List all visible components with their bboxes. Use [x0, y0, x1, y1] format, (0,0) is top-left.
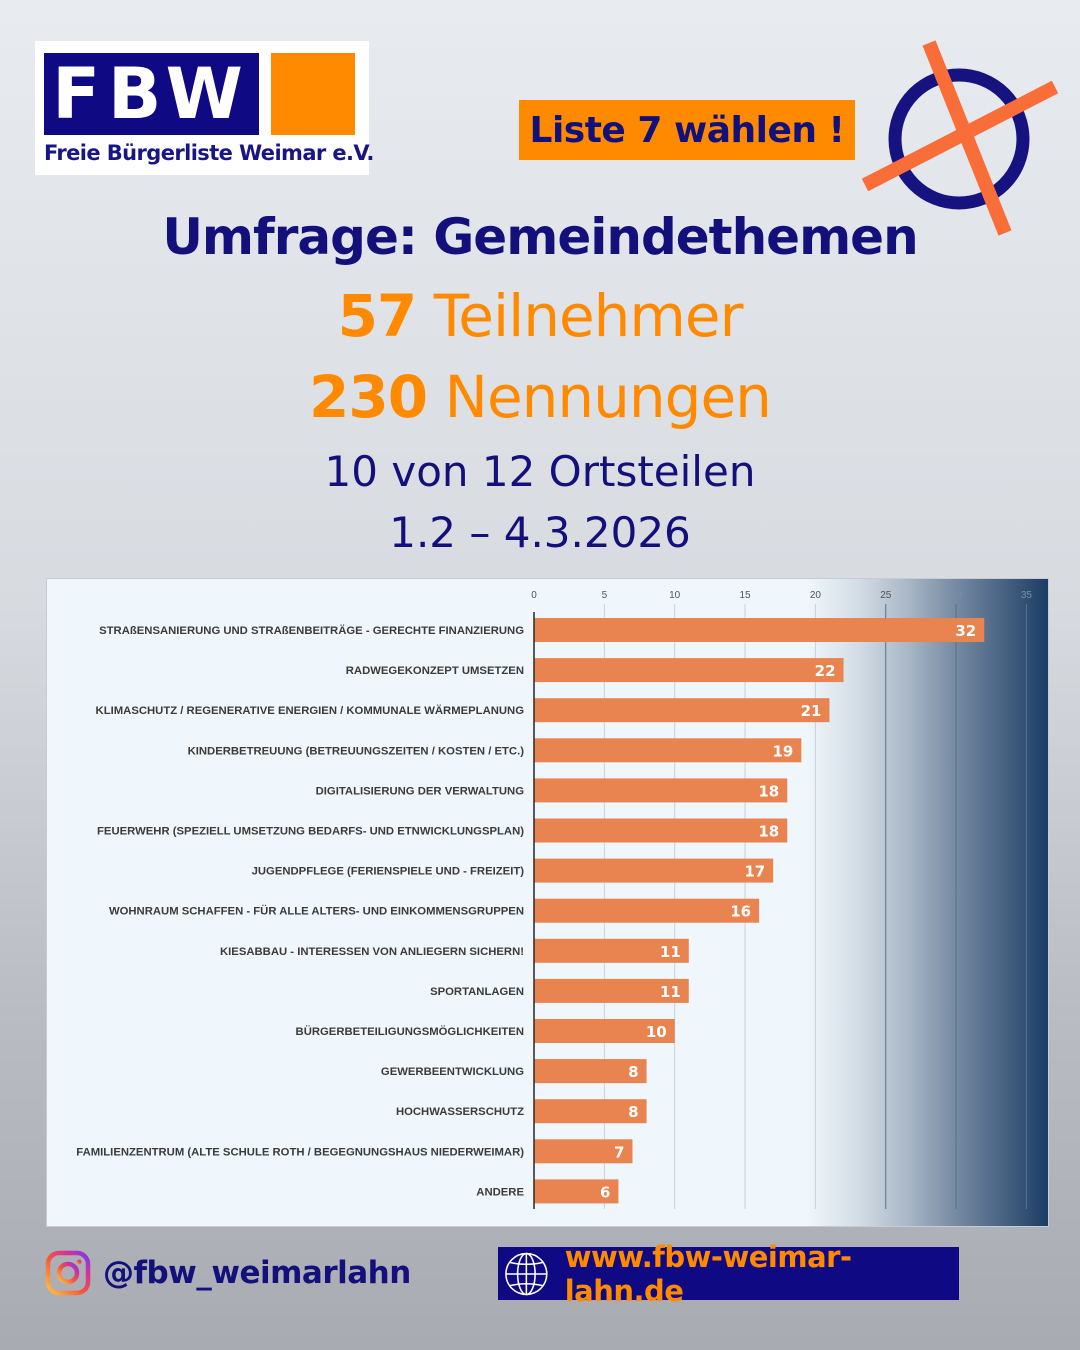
- bar: [534, 778, 788, 803]
- survey-title: Umfrage: Gemeindethemen: [162, 208, 918, 266]
- category-label: FEUERWEHR (SPEZIELL UMSETZUNG BEDARFS- U…: [97, 826, 524, 838]
- category-label: HOCHWASSERSCHUTZ: [396, 1106, 524, 1118]
- x-tick-label: 30: [951, 590, 963, 601]
- bar-chart-svg: 0 5 10 15 20 25 30 35 32 STRAßENSANIERUNG UND STR…: [76, 590, 1033, 1209]
- x-tick-label: 35: [1021, 590, 1033, 601]
- mentions-number: 230: [309, 363, 428, 431]
- category-label: GEWERBEENTWICKLUNG: [381, 1066, 524, 1078]
- x-tick-label: 25: [880, 590, 892, 601]
- x-tick-label: 0: [531, 590, 537, 601]
- instagram-handle[interactable]: @fbw_weimarlahn: [103, 1255, 411, 1291]
- bar: [534, 938, 689, 963]
- mentions-label: Nennungen: [427, 363, 772, 431]
- category-label: BÜRGERBETEILIGUNGSMÖGLICHKEITEN: [296, 1025, 524, 1038]
- logo-orange-square: [271, 53, 355, 135]
- bar-chart: 0 5 10 15 20 25 30 35 32 STRAßENSANIERUNG UND STR…: [46, 578, 1049, 1227]
- bar-value-label: 18: [758, 823, 779, 841]
- bar-value-label: 10: [646, 1023, 667, 1041]
- category-label: KINDERBETREUUNG (BETREUUNGSZEITEN / KOST…: [188, 745, 525, 757]
- bar-value-label: 16: [730, 903, 751, 921]
- bar: [534, 898, 760, 923]
- category-label: KLIMASCHUTZ / REGENERATIVE ENERGIEN / KO…: [96, 704, 525, 717]
- bar-value-label: 8: [628, 1063, 638, 1081]
- website-url[interactable]: www.fbw-weimar-lahn.de: [564, 1239, 852, 1308]
- bar-value-label: 6: [600, 1183, 610, 1201]
- bar: [534, 1059, 647, 1084]
- x-tick-label: 5: [602, 590, 608, 601]
- category-label: DIGITALISIERUNG DER VERWALTUNG: [316, 785, 525, 797]
- vote-list-7-banner: Liste 7 wählen !: [519, 100, 855, 160]
- bar-value-label: 18: [758, 782, 779, 800]
- mentions-line: 230 Nennungen: [0, 363, 1080, 431]
- category-label: JUGENDPFLEGE (FERIENSPIELE UND - FREIZEI…: [252, 866, 525, 878]
- date-range: 1.2 – 4.3.2026: [389, 508, 691, 557]
- participants-number: 57: [337, 282, 418, 350]
- bar-value-label: 22: [815, 662, 836, 680]
- bar: [534, 1019, 675, 1043]
- bar-value-label: 11: [660, 983, 681, 1001]
- x-tick-label: 15: [739, 590, 751, 601]
- category-label: STRAßENSANIERUNG UND STRAßENBEITRÄGE - G…: [99, 624, 524, 637]
- participants-label: Teilnehmer: [416, 282, 744, 350]
- bar: [534, 978, 689, 1003]
- participants-line: 57 Teilnehmer: [0, 282, 1080, 350]
- bar-value-label: 8: [628, 1103, 638, 1121]
- category-label: ANDERE: [476, 1186, 524, 1198]
- category-label: SPORTANLAGEN: [430, 986, 524, 998]
- bar-value-label: 7: [614, 1143, 624, 1161]
- bar-value-label: 17: [744, 863, 765, 881]
- bar-value-label: 32: [955, 622, 976, 640]
- x-tick-label: 10: [669, 590, 681, 601]
- category-label: FAMILIENZENTRUM (ALTE SCHULE ROTH / BEGE…: [76, 1146, 524, 1158]
- website-link[interactable]: www.fbw-weimar-lahn.de: [498, 1240, 959, 1308]
- x-tick-label: 20: [810, 590, 822, 601]
- bar: [534, 618, 985, 642]
- globe-icon: [505, 1252, 548, 1295]
- bar: [534, 1179, 619, 1204]
- bar: [534, 1099, 647, 1124]
- category-label: WOHNRAUM SCHAFFEN - FÜR ALLE ALTERS- UND…: [109, 905, 524, 918]
- category-label: KIESABBAU - INTERESSEN VON ANLIEGERN SIC…: [220, 946, 524, 958]
- logo-acronym: FBW: [44, 53, 259, 135]
- fbw-logo: FBW Freie Bürgerliste Weimar e.V.: [35, 41, 374, 175]
- bar-value-label: 21: [801, 702, 822, 720]
- instagram-icon: [45, 1250, 91, 1296]
- bar-value-label: 19: [772, 742, 793, 760]
- bar: [534, 858, 774, 883]
- bar: [534, 818, 788, 843]
- bar: [534, 738, 802, 763]
- instagram-link[interactable]: @fbw_weimarlahn: [45, 1250, 411, 1296]
- districts-text: 10 von 12 Ortsteilen: [324, 447, 756, 496]
- logo-subtitle: Freie Bürgerliste Weimar e.V.: [44, 141, 374, 165]
- bar-value-label: 11: [660, 943, 681, 961]
- bar: [534, 1139, 633, 1164]
- category-label: RADWEGEKONZEPT UMSETZEN: [346, 665, 524, 677]
- bar: [534, 658, 844, 683]
- ballot-cross-icon: [861, 40, 1059, 236]
- bar: [534, 698, 830, 723]
